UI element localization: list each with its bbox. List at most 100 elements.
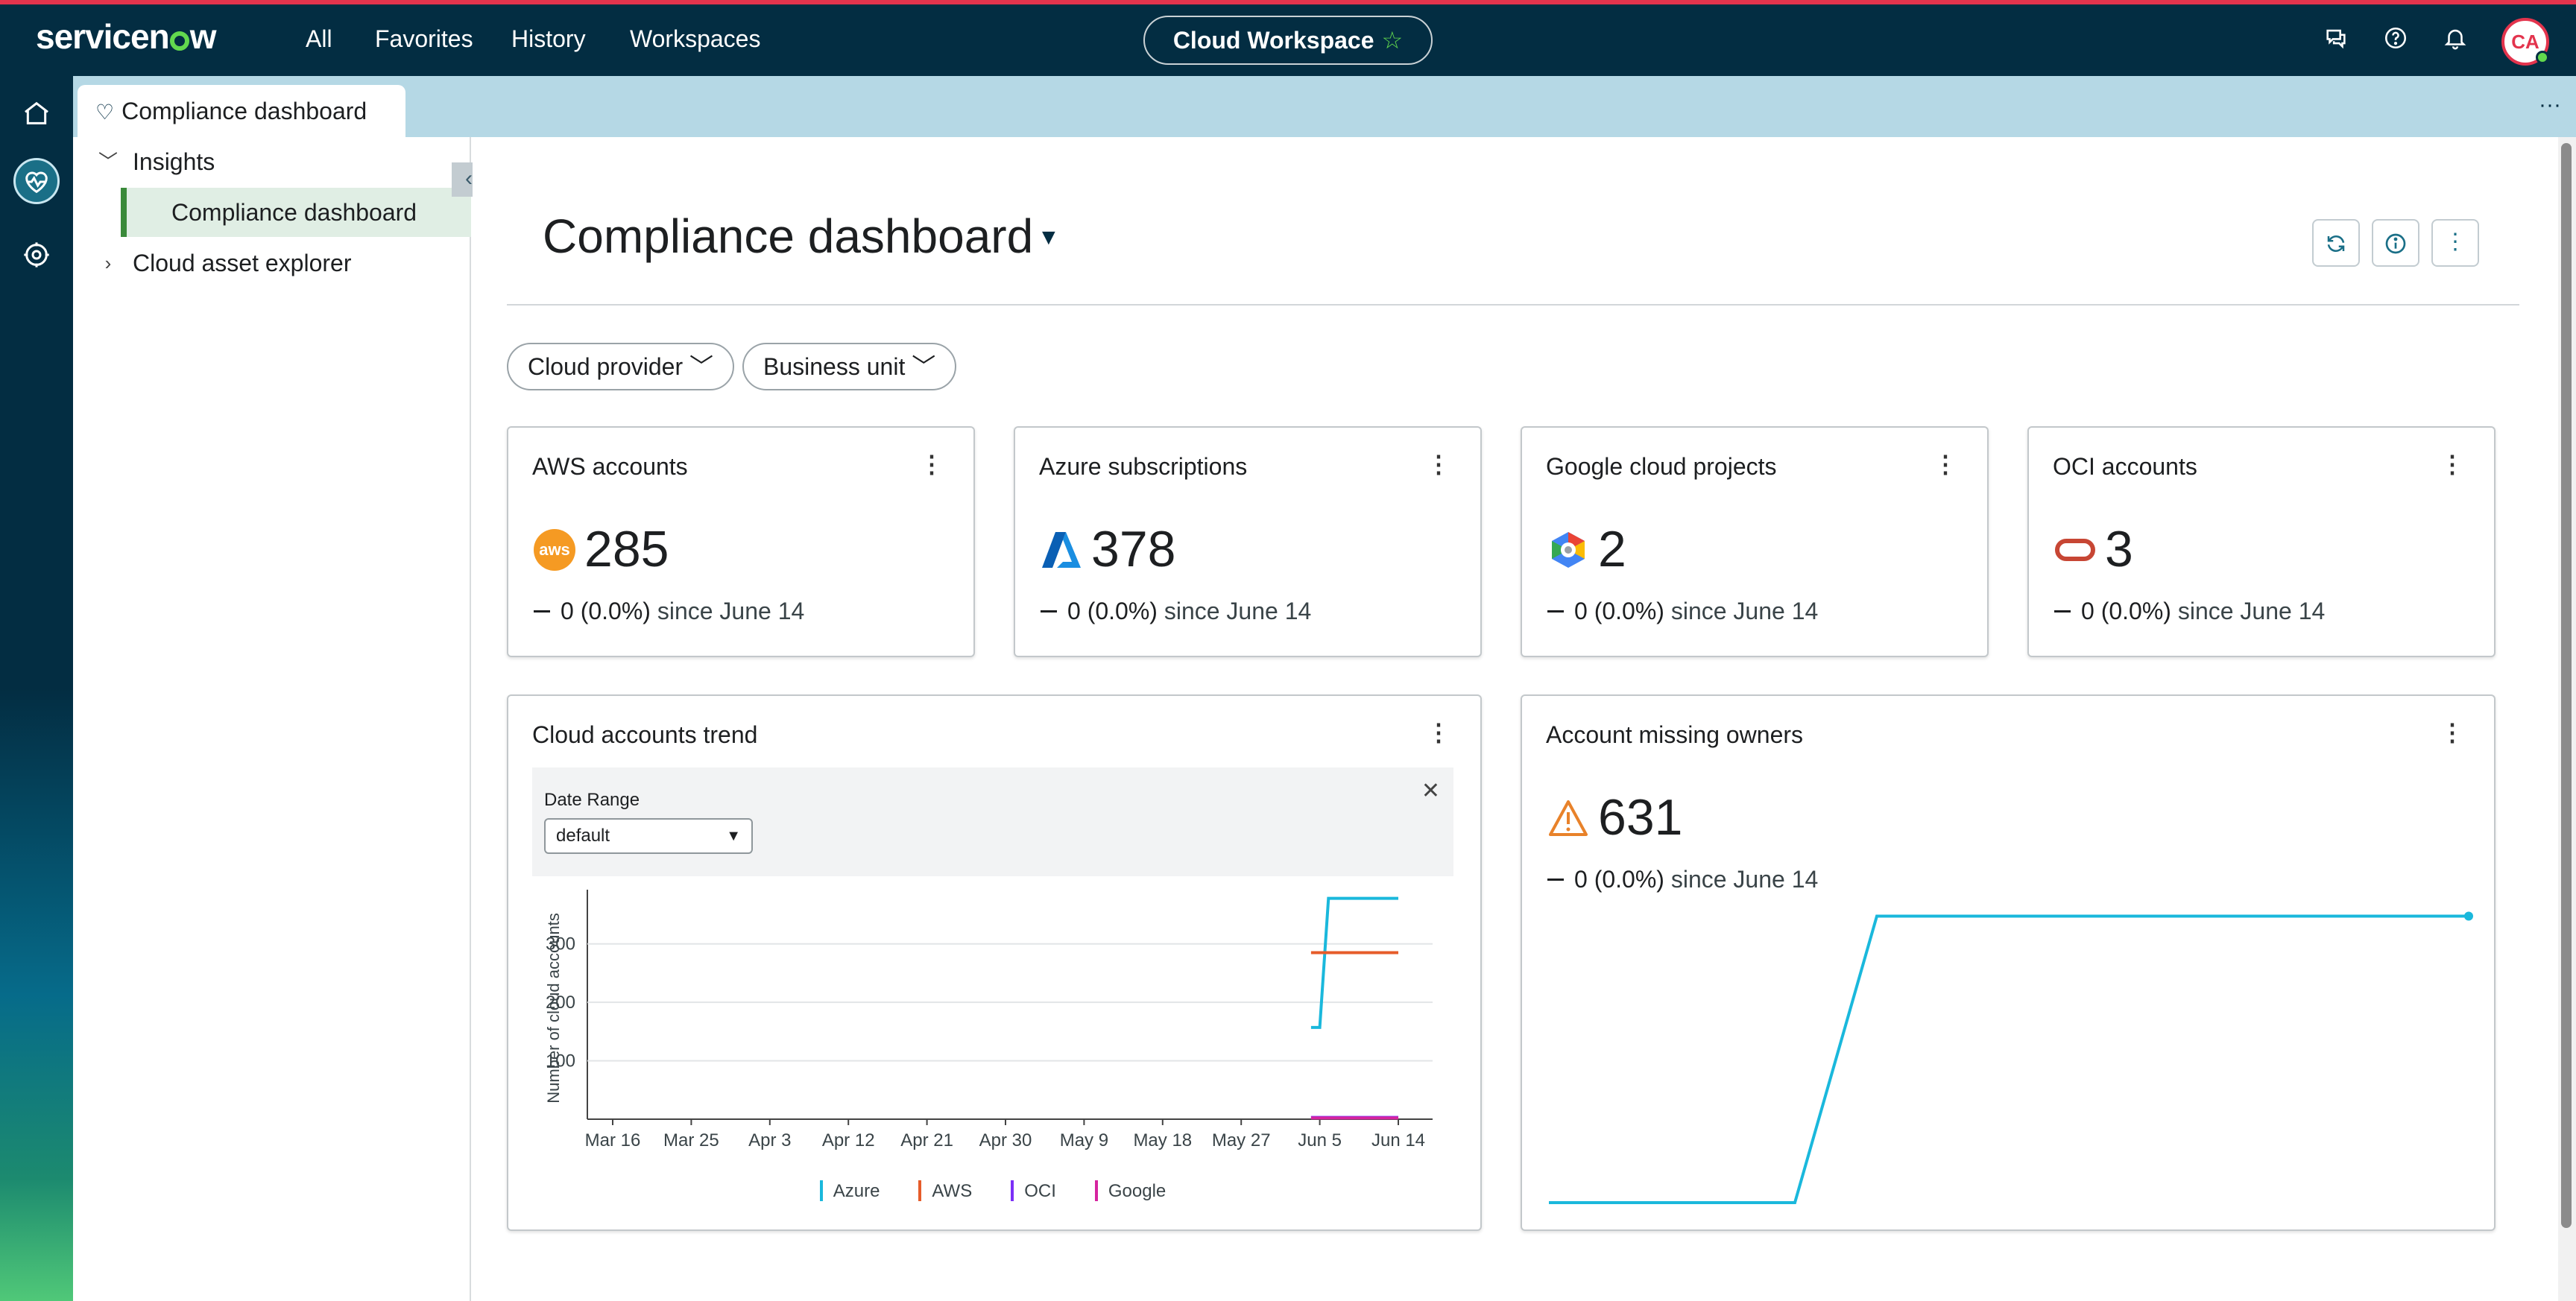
side-nav: ﹀ Insights Compliance dashboard › Cloud …: [73, 137, 471, 1301]
x-tick-label: Jun 14: [1371, 1130, 1425, 1150]
kpi-change: 0 (0.0%) since June 14: [2054, 598, 2325, 625]
legend-swatch: [1011, 1180, 1014, 1201]
more-horizontal-icon[interactable]: ···: [2539, 92, 2561, 117]
y-tick-label: 100: [546, 1051, 575, 1071]
chevron-down-icon: ﹀: [98, 151, 118, 173]
kpi-card-oci[interactable]: OCI accounts ⋮ 3 0 (0.0%) since June 14: [2027, 426, 2496, 657]
cloud-asset-icon[interactable]: [13, 232, 60, 279]
divider: [507, 304, 2519, 306]
more-options-button[interactable]: ⋮: [2431, 219, 2479, 267]
page-title: Compliance dashboard: [543, 209, 1034, 263]
workspace-pill[interactable]: Cloud Workspace ☆: [1143, 16, 1433, 65]
x-tick-label: Mar 16: [585, 1130, 641, 1150]
x-tick-label: Apr 3: [748, 1130, 791, 1150]
google-cloud-icon: [1547, 529, 1589, 571]
filter-cloud-provider[interactable]: Cloud provider ﹀: [507, 343, 735, 390]
more-vertical-icon[interactable]: ⋮: [2440, 719, 2464, 746]
sparkline-end-point: [2464, 911, 2473, 921]
x-tick-label: Apr 21: [900, 1130, 953, 1150]
servicenow-logo[interactable]: servicenowservicenw: [36, 17, 216, 56]
oracle-icon: [2054, 529, 2096, 571]
x-tick-label: May 18: [1133, 1130, 1192, 1150]
top-bar: servicenowservicenw All Favorites Histor…: [0, 0, 2576, 76]
main-content: Compliance dashboard ▼ ⋮ Cloud provider …: [473, 137, 2558, 1301]
kpi-change: 0 (0.0%) since June 14: [1547, 866, 1818, 893]
kpi-card-azure[interactable]: Azure subscriptions ⋮ 378 0 (0.0%) since…: [1014, 426, 1482, 657]
sparkline-line: [1549, 914, 2469, 1204]
kpi-value: 3: [2105, 521, 2133, 577]
kpi-value: 2: [1598, 521, 1626, 577]
health-heart-icon[interactable]: [13, 158, 60, 204]
star-icon[interactable]: ☆: [1381, 27, 1404, 54]
more-vertical-icon[interactable]: ⋮: [2440, 451, 2464, 478]
cloud-accounts-trend-card: Cloud accounts trend ⋮ Date Range defaul…: [507, 694, 1482, 1231]
kpi-card-aws[interactable]: AWS accounts ⋮ aws 285 0 (0.0%) since Ju…: [507, 426, 975, 657]
legend-label: Azure: [833, 1181, 880, 1201]
missing-owners-sparkline: [1549, 911, 2473, 1204]
bell-icon[interactable]: [2440, 25, 2470, 55]
nav-history[interactable]: History: [511, 25, 586, 52]
chevron-right-icon: ›: [104, 252, 112, 274]
legend-item-oci[interactable]: OCI: [1011, 1180, 1056, 1202]
legend-item-aws[interactable]: AWS: [918, 1180, 972, 1202]
legend-item-google[interactable]: Google: [1094, 1180, 1167, 1202]
kpi-card-google[interactable]: Google cloud projects ⋮ 2 0 (0.0%) since…: [1521, 426, 1989, 657]
legend-label: OCI: [1024, 1181, 1056, 1201]
legend-item-azure[interactable]: Azure: [819, 1180, 880, 1202]
more-vertical-icon[interactable]: ⋮: [920, 451, 944, 478]
nav-cloud-asset-explorer[interactable]: › Cloud asset explorer: [73, 238, 471, 288]
home-icon[interactable]: [13, 91, 60, 137]
legend-swatch: [918, 1180, 922, 1201]
more-vertical-icon[interactable]: ⋮: [1427, 719, 1450, 746]
workspace-name: Cloud Workspace: [1172, 27, 1374, 54]
nav-compliance-dashboard[interactable]: Compliance dashboard: [121, 188, 471, 237]
x-tick-label: Mar 25: [663, 1130, 719, 1150]
filter-business-unit[interactable]: Business unit ﹀: [742, 343, 957, 390]
x-tick-label: Jun 5: [1298, 1130, 1342, 1150]
series-line-azure: [1310, 896, 1398, 1029]
refresh-button[interactable]: [2312, 219, 2360, 267]
kpi-change: 0 (0.0%) since June 14: [534, 598, 804, 625]
y-axis-label: Number of cloud accounts: [544, 913, 563, 1104]
account-missing-owners-card: Account missing owners ⋮ 631 0 (0.0%) si…: [1521, 694, 2496, 1231]
left-rail: [0, 76, 73, 1301]
nav-favorites[interactable]: Favorites: [375, 25, 473, 52]
scrollbar[interactable]: [2558, 137, 2576, 1301]
kpi-value: 378: [1091, 521, 1176, 577]
caret-down-icon[interactable]: ▼: [1038, 225, 1060, 250]
warning-icon: [1547, 797, 1589, 839]
more-vertical-icon[interactable]: ⋮: [1427, 451, 1450, 478]
legend-label: AWS: [932, 1181, 973, 1201]
online-status-dot: [2536, 51, 2549, 64]
more-vertical-icon[interactable]: ⋮: [1933, 451, 1957, 478]
y-tick-label: 200: [546, 993, 575, 1013]
aws-icon: aws: [534, 529, 575, 571]
scrollbar-thumb[interactable]: [2561, 143, 2572, 1228]
chevron-down-icon: ﹀: [912, 353, 936, 380]
x-tick-label: Apr 30: [979, 1130, 1032, 1150]
avatar[interactable]: CA: [2501, 18, 2549, 66]
tab-compliance-dashboard[interactable]: ♡ Compliance dashboard: [78, 85, 405, 137]
tab-strip: ♡ Compliance dashboard ···: [73, 76, 2576, 137]
legend-swatch: [1094, 1180, 1098, 1201]
legend-label: Google: [1108, 1181, 1167, 1201]
close-icon[interactable]: ✕: [1421, 779, 1440, 803]
nav-all[interactable]: All: [306, 25, 332, 52]
date-range-select[interactable]: default ▼: [544, 818, 753, 854]
x-tick-label: Apr 12: [822, 1130, 875, 1150]
info-button[interactable]: [2372, 219, 2419, 267]
kpi-value: 631: [1598, 789, 1683, 846]
nav-workspaces[interactable]: Workspaces: [630, 25, 761, 52]
y-tick-label: 300: [546, 934, 575, 955]
azure-icon: [1041, 529, 1082, 571]
kpi-value: 285: [584, 521, 669, 577]
chat-icon[interactable]: [2321, 25, 2351, 55]
legend-swatch: [819, 1180, 823, 1201]
kpi-change: 0 (0.0%) since June 14: [1041, 598, 1311, 625]
help-icon[interactable]: [2381, 25, 2411, 55]
health-heart-icon: ♡: [95, 101, 115, 124]
kpi-change: 0 (0.0%) since June 14: [1547, 598, 1818, 625]
caret-down-icon: ▼: [726, 828, 741, 844]
nav-insights[interactable]: ﹀ Insights: [73, 137, 471, 186]
